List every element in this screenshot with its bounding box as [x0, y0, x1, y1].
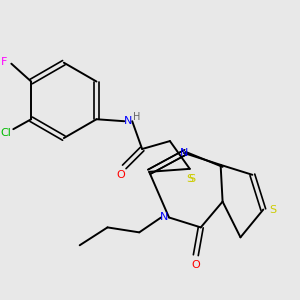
Text: S: S: [186, 174, 193, 184]
Text: N: N: [180, 148, 188, 158]
Text: S: S: [270, 205, 277, 214]
Text: N: N: [160, 212, 168, 223]
Text: O: O: [191, 260, 200, 270]
Text: O: O: [116, 170, 125, 180]
Text: Cl: Cl: [0, 128, 11, 138]
Text: F: F: [1, 57, 8, 67]
Text: N: N: [124, 116, 132, 126]
Text: S: S: [188, 174, 195, 184]
Text: H: H: [134, 112, 141, 122]
